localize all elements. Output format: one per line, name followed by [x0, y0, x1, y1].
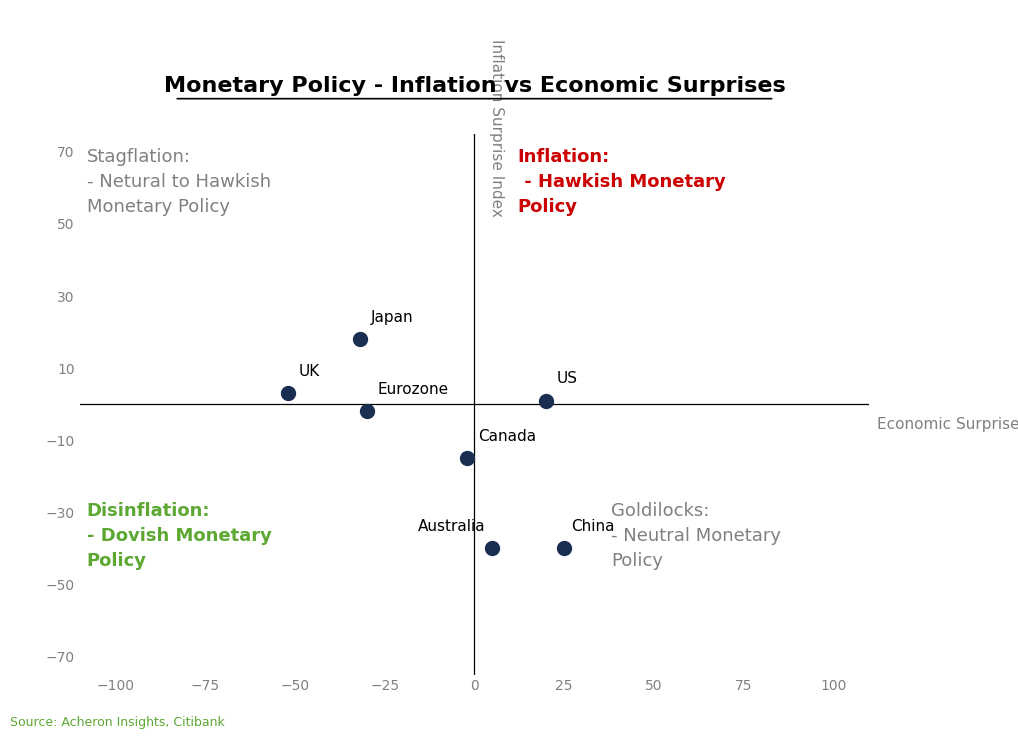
- Text: Stagflation:
- Netural to Hawkish
Monetary Policy: Stagflation: - Netural to Hawkish Moneta…: [87, 148, 271, 216]
- Text: Monetary Policy - Inflation vs Economic Surprises: Monetary Policy - Inflation vs Economic …: [164, 76, 785, 96]
- Text: Eurozone: Eurozone: [378, 382, 449, 397]
- Text: Australia: Australia: [417, 519, 486, 534]
- Text: Goldilocks:
- Neutral Monetary
Policy: Goldilocks: - Neutral Monetary Policy: [611, 502, 781, 570]
- Point: [556, 542, 572, 554]
- Text: Inflation:
 - Hawkish Monetary
Policy: Inflation: - Hawkish Monetary Policy: [517, 148, 725, 216]
- Text: Japan: Japan: [371, 310, 413, 325]
- Point: [459, 452, 475, 464]
- Text: Source: Acheron Insights, Citibank: Source: Acheron Insights, Citibank: [10, 716, 225, 729]
- Text: UK: UK: [298, 364, 320, 379]
- Point: [358, 405, 375, 417]
- Point: [485, 542, 501, 554]
- Point: [539, 395, 555, 407]
- Y-axis label: Inflation Surprise Index: Inflation Surprise Index: [489, 39, 504, 218]
- X-axis label: Economic Surprise Index: Economic Surprise Index: [878, 417, 1018, 432]
- Point: [351, 334, 367, 345]
- Text: China: China: [571, 519, 615, 534]
- Text: Canada: Canada: [478, 429, 536, 444]
- Text: Disinflation:
- Dovish Monetary
Policy: Disinflation: - Dovish Monetary Policy: [87, 502, 272, 570]
- Point: [280, 387, 296, 399]
- Text: US: US: [557, 371, 578, 386]
